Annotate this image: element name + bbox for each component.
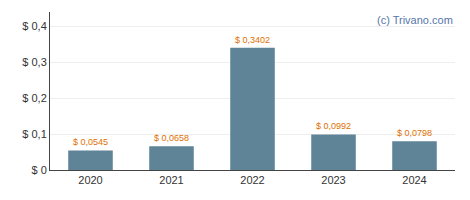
svg-text:$ 0,3: $ 0,3 (22, 56, 46, 68)
svg-text:$ 0,0658: $ 0,0658 (154, 133, 189, 143)
svg-text:$ 0: $ 0 (32, 164, 47, 176)
svg-text:2021: 2021 (159, 174, 183, 186)
svg-text:2020: 2020 (78, 174, 102, 186)
svg-text:2024: 2024 (402, 174, 426, 186)
svg-text:(c) Trivano.com: (c) Trivano.com (377, 14, 453, 26)
svg-text:2023: 2023 (321, 174, 345, 186)
svg-text:$ 0,4: $ 0,4 (22, 20, 46, 32)
svg-text:$ 0,2: $ 0,2 (22, 92, 46, 104)
svg-text:$ 0,0798: $ 0,0798 (397, 128, 432, 138)
svg-text:$ 0,3402: $ 0,3402 (235, 35, 270, 45)
svg-text:$ 0,0992: $ 0,0992 (316, 121, 351, 131)
svg-text:2022: 2022 (240, 174, 264, 186)
svg-text:$ 0,1: $ 0,1 (22, 128, 46, 140)
svg-text:$ 0,0545: $ 0,0545 (73, 137, 108, 147)
